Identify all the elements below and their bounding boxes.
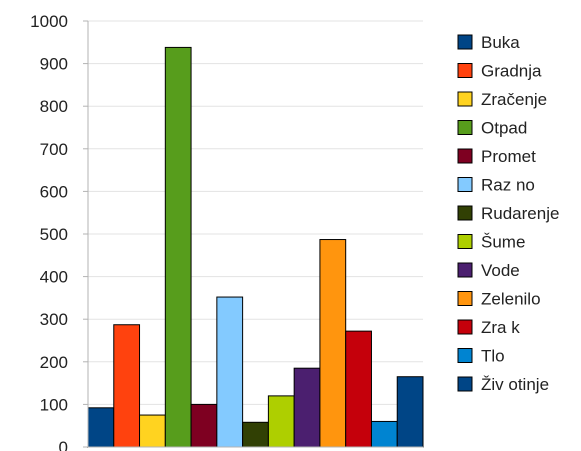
legend-label: Tlo [481, 347, 505, 366]
legend-swatch [457, 291, 473, 306]
y-tick-label: 0 [59, 438, 68, 451]
y-tick-label: 600 [40, 182, 68, 201]
y-tick-label: 1000 [30, 12, 68, 31]
bar-promet [190, 403, 218, 448]
y-axis-ticks: 0 100 200 300 400 500 600 700 800 900 1000 [30, 12, 88, 451]
legend-label: Vode [481, 261, 520, 280]
bar-šume [267, 395, 295, 448]
legend-label: Šume [481, 233, 525, 252]
grid-lines [88, 20, 423, 448]
legend-label: Raz no [481, 176, 535, 195]
bar-zračenje [139, 414, 166, 448]
legend-swatch [457, 205, 473, 221]
legend-swatch [457, 148, 473, 164]
legend-swatch [457, 63, 473, 78]
legend-label: Gradnja [481, 62, 542, 81]
y-tick-label: 700 [40, 140, 68, 159]
bar-tlo [370, 420, 398, 448]
legend-swatch [457, 34, 473, 50]
legend-label: Zelenilo [481, 290, 541, 309]
legend-label: Otpad [481, 119, 527, 138]
legend-label: Rudarenje [481, 204, 559, 223]
legend-swatch [457, 348, 473, 363]
bar-zra-k [345, 330, 372, 448]
bar-vode [293, 367, 321, 448]
bar-otpad [164, 46, 192, 448]
bar-raz-no [216, 296, 244, 448]
legend-swatch [457, 120, 473, 135]
y-tick-label: 300 [40, 310, 68, 329]
y-tick-label: 900 [40, 55, 68, 74]
bars [87, 46, 424, 448]
bar-gradnja [113, 324, 141, 448]
legend-label: Buka [481, 33, 520, 52]
bar-rudarenje [242, 421, 269, 448]
legend-swatch [457, 91, 473, 107]
legend-label: Zra k [481, 318, 520, 337]
bar-živ-otinje [396, 376, 424, 448]
legend-label: Zračenje [481, 90, 547, 109]
y-tick-label: 800 [40, 97, 68, 116]
legend-label: Promet [481, 147, 536, 166]
y-tick-label: 100 [40, 395, 68, 414]
y-tick-label: 500 [40, 225, 68, 244]
bar-buka [87, 407, 115, 448]
legend-swatch [457, 376, 473, 392]
legend-label: Živ otinje [481, 375, 549, 394]
legend-swatch [457, 262, 473, 278]
legend: Buka Gradnja Zračenje Otpad Promet Raz no Ruda… [457, 33, 559, 394]
legend-swatch [457, 177, 473, 192]
legend-swatch [457, 234, 473, 249]
axes [87, 21, 423, 448]
legend-swatch [457, 319, 473, 335]
y-tick-label: 200 [40, 353, 68, 372]
y-tick-label: 400 [40, 268, 68, 287]
bar-zelenilo [319, 239, 347, 448]
